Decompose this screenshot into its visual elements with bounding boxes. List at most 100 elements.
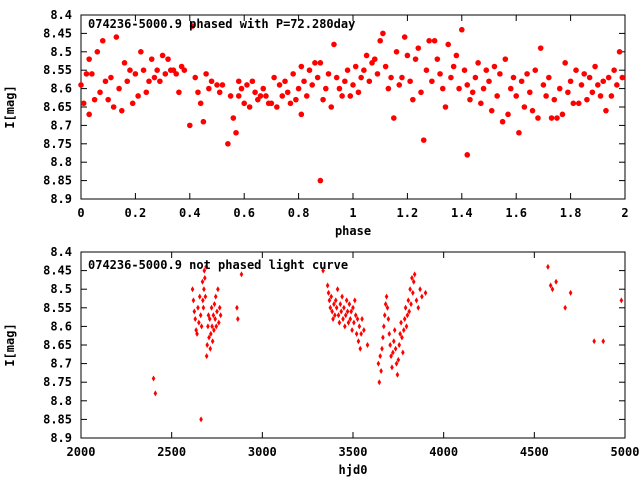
phased-data-point [78,82,84,88]
phased-data-point [388,74,394,81]
phased-data-point [516,129,522,136]
unphased-data-point [402,315,407,322]
phased-data-point [401,34,408,40]
unphased-data-point [217,319,221,326]
unphased-data-point [412,271,417,278]
phased-data-point [105,96,111,103]
phased-data-point [214,82,220,88]
phased-x-ticks: 0 0.2 0.4 0.6 0.8 1 1.2 1.4 1.6 1.8 2 [77,15,629,220]
unphased-y-axis-label: I[mag] [3,323,17,366]
phased-data-point [176,89,182,96]
phased-data-point [143,89,150,96]
unphased-data-point [379,368,383,375]
phased-data-point [453,52,460,59]
phased-data-point [124,78,131,85]
phased-data-point [282,78,288,85]
unphased-data-point [409,301,413,308]
unphased-data-point [383,301,388,308]
phased-y-tick-label: 8.6 [50,82,72,96]
phased-data-point [573,67,579,73]
unphased-data-point [405,312,410,319]
phased-data-point [616,49,623,55]
phased-data-point [399,74,405,81]
unphased-y-tick-label: 8.55 [43,301,72,315]
phased-data-point [483,67,490,73]
phased-data-point [605,74,612,81]
unphased-data-point [326,289,331,296]
phased-points [78,23,626,184]
phased-data-point [358,74,364,81]
phased-data-point [165,56,171,62]
phased-data-point [412,56,419,62]
phased-y-tick-label: 8.8 [50,155,72,169]
unphased-data-point [325,282,330,289]
phased-data-point [456,85,462,92]
unphased-data-point [414,297,419,304]
unphased-x-axis-label: hjd0 [339,463,368,477]
unphased-data-point [207,315,212,322]
phased-data-point [189,23,196,29]
unphased-y-tick-label: 8.65 [43,338,72,352]
unphased-data-point [201,297,205,304]
phased-x-tick-label: 1.6 [505,206,527,220]
phased-data-point [295,85,302,92]
phased-data-point [385,85,392,92]
unphased-y-tick-label: 8.75 [43,375,72,389]
unphased-data-point [349,308,353,315]
phased-data-point [366,78,373,85]
phased-data-point [486,78,492,85]
phased-x-tick-label: 0.8 [288,206,310,220]
unphased-data-point [335,286,340,293]
phased-data-point [543,93,549,99]
unphased-data-point [200,278,205,285]
phased-data-point [154,67,160,73]
phased-data-point [97,89,103,96]
phased-data-point [116,85,122,92]
phased-data-point [140,67,147,73]
phased-data-point [309,82,316,88]
phased-data-point [86,56,92,62]
phased-data-point [502,56,509,62]
unphased-data-point [345,308,350,315]
unphased-data-point [215,308,219,315]
phased-data-point [535,115,541,121]
unphased-data-point [365,342,370,348]
unphased-data-point [207,334,211,341]
phased-data-point [339,93,345,99]
unphased-data-point [337,319,342,326]
unphased-x-tick-label: 3000 [248,445,277,459]
phased-data-point [132,71,139,77]
unphased-data-point [395,371,400,378]
unphased-data-point [360,315,364,322]
unphased-data-point [411,289,415,296]
phased-y-tick-label: 8.7 [50,118,72,132]
phased-data-point [157,78,163,85]
phased-data-point [459,26,465,33]
phased-data-point [529,107,536,114]
phased-data-point [377,37,384,44]
phased-data-point [110,104,117,110]
phased-data-point [371,56,378,62]
unphased-data-point [213,293,218,300]
unphased-data-point [342,304,346,311]
unphased-data-point [218,312,223,319]
phased-data-point [94,49,101,55]
phased-x-tick-label: 0.4 [179,206,201,220]
phased-data-point [518,78,525,85]
phased-data-point [333,74,340,81]
phased-data-point [238,85,245,92]
phased-data-point [197,100,204,107]
phased-data-point [478,100,484,107]
unphased-data-point [401,327,406,334]
unphased-x-ticks: 2000 2500 3000 3500 4000 4500 5000 [67,252,639,459]
phased-data-point [578,82,585,88]
unphased-data-point [239,271,244,278]
phased-data-point [208,78,215,85]
phased-data-point [448,74,454,81]
unphased-plot-frame [80,251,626,439]
phased-data-point [431,37,438,44]
phased-data-point [450,63,457,70]
unphased-data-point [327,297,332,304]
unphased-data-point [330,308,334,315]
phased-data-point [350,82,356,88]
